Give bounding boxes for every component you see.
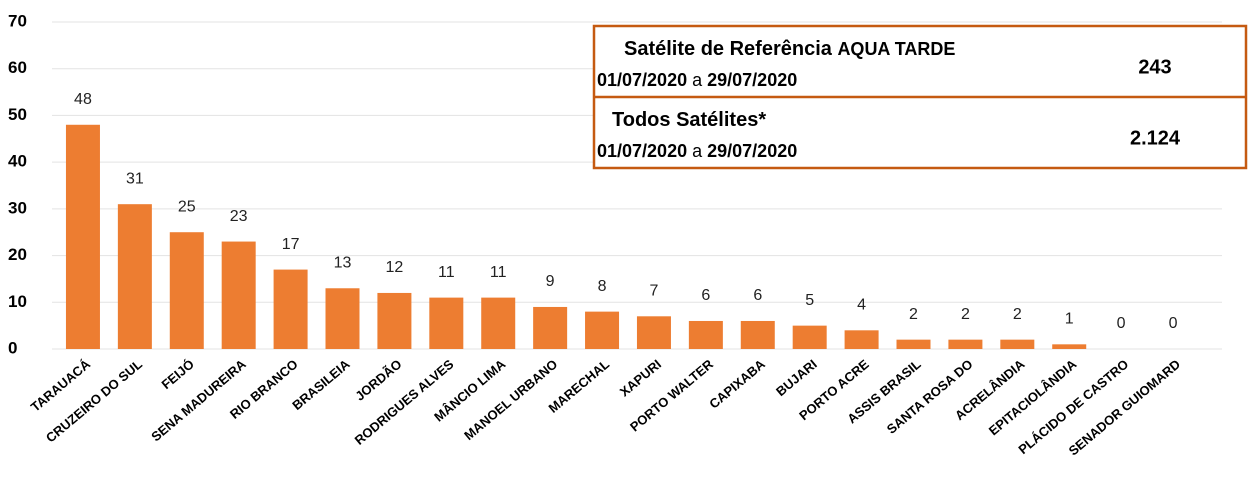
y-tick-label: 50 bbox=[8, 105, 27, 124]
x-tick-label: JORDÃO bbox=[352, 356, 404, 403]
bar bbox=[65, 124, 100, 350]
bar bbox=[481, 297, 516, 349]
bar bbox=[585, 311, 620, 349]
data-label: 13 bbox=[334, 254, 352, 271]
data-label: 11 bbox=[490, 264, 507, 281]
bar bbox=[169, 232, 204, 349]
x-tick-label: CRUZEIRO DO SUL bbox=[43, 356, 145, 445]
period-part: a bbox=[692, 141, 703, 161]
bar bbox=[117, 204, 152, 349]
data-label: 48 bbox=[74, 91, 92, 108]
data-label: 11 bbox=[438, 264, 455, 281]
data-label: 1 bbox=[1065, 311, 1074, 328]
period-part: 01/07/2020 bbox=[597, 70, 687, 90]
bar bbox=[688, 320, 723, 349]
data-label: 8 bbox=[598, 278, 607, 295]
bar bbox=[1052, 344, 1087, 349]
data-label: 17 bbox=[282, 236, 300, 253]
x-tick-label: RODRIGUES ALVES bbox=[352, 356, 457, 448]
y-tick-label: 10 bbox=[8, 292, 27, 311]
y-tick-label: 60 bbox=[8, 58, 27, 77]
bar bbox=[273, 269, 308, 349]
y-tick-label: 0 bbox=[8, 338, 17, 357]
info-title: Satélite de Referência AQUA TARDE bbox=[624, 38, 955, 60]
bar bbox=[377, 292, 412, 349]
x-tick-label: SANTA ROSA DO bbox=[884, 356, 976, 436]
bar bbox=[740, 320, 775, 349]
bar bbox=[325, 288, 360, 349]
y-tick-label: 40 bbox=[8, 152, 27, 171]
data-label: 4 bbox=[857, 297, 866, 314]
bar bbox=[636, 316, 671, 349]
y-tick-label: 30 bbox=[8, 198, 27, 217]
data-label: 2 bbox=[961, 306, 970, 323]
data-label: 9 bbox=[546, 273, 555, 290]
data-label: 6 bbox=[701, 287, 710, 304]
x-tick-label: MANOEL URBANO bbox=[461, 356, 560, 443]
data-label: 2 bbox=[909, 306, 918, 323]
data-label: 0 bbox=[1169, 315, 1178, 332]
bar bbox=[429, 297, 464, 349]
data-label: 0 bbox=[1117, 315, 1126, 332]
info-title: Todos Satélites* bbox=[612, 109, 766, 131]
info-title-suffix: AQUA TARDE bbox=[837, 39, 955, 59]
period-part: 29/07/2020 bbox=[707, 70, 797, 90]
y-tick-label: 70 bbox=[8, 11, 27, 30]
info-title-text: Todos Satélites* bbox=[612, 109, 766, 131]
bar bbox=[1000, 339, 1035, 349]
data-label: 12 bbox=[386, 259, 404, 276]
bar bbox=[221, 241, 256, 349]
info-title-text: Satélite de Referência bbox=[624, 38, 833, 60]
data-label: 6 bbox=[753, 287, 762, 304]
period-part: a bbox=[692, 70, 703, 90]
y-tick-label: 20 bbox=[8, 245, 27, 264]
data-label: 7 bbox=[650, 283, 659, 300]
x-tick-label: FEIJÓ bbox=[158, 356, 196, 392]
bar bbox=[792, 325, 827, 349]
period-part: 29/07/2020 bbox=[707, 141, 797, 161]
data-label: 2 bbox=[1013, 306, 1022, 323]
bar bbox=[896, 339, 931, 349]
x-tick-label: BUJARI bbox=[773, 356, 820, 399]
info-period: 01/07/2020 a 29/07/2020 bbox=[597, 70, 797, 90]
info-total: 243 bbox=[1138, 56, 1171, 78]
x-tick-label: EPITACIOLÂNDIA bbox=[986, 356, 1080, 438]
period-part: 01/07/2020 bbox=[597, 141, 687, 161]
info-total: 2.124 bbox=[1130, 127, 1181, 149]
data-label: 5 bbox=[805, 292, 814, 309]
x-tick-label: SENA MADUREIRA bbox=[148, 356, 249, 444]
x-tick-label: BRASILEIA bbox=[289, 356, 353, 413]
data-label: 31 bbox=[126, 170, 144, 187]
bar bbox=[533, 306, 568, 349]
data-label: 25 bbox=[178, 198, 196, 215]
data-label: 23 bbox=[230, 208, 248, 225]
x-tick-label: XAPURI bbox=[617, 356, 664, 399]
bar bbox=[844, 330, 879, 349]
info-period: 01/07/2020 a 29/07/2020 bbox=[597, 141, 797, 161]
bar bbox=[948, 339, 983, 349]
x-tick-label: CAPIXABA bbox=[706, 356, 768, 412]
